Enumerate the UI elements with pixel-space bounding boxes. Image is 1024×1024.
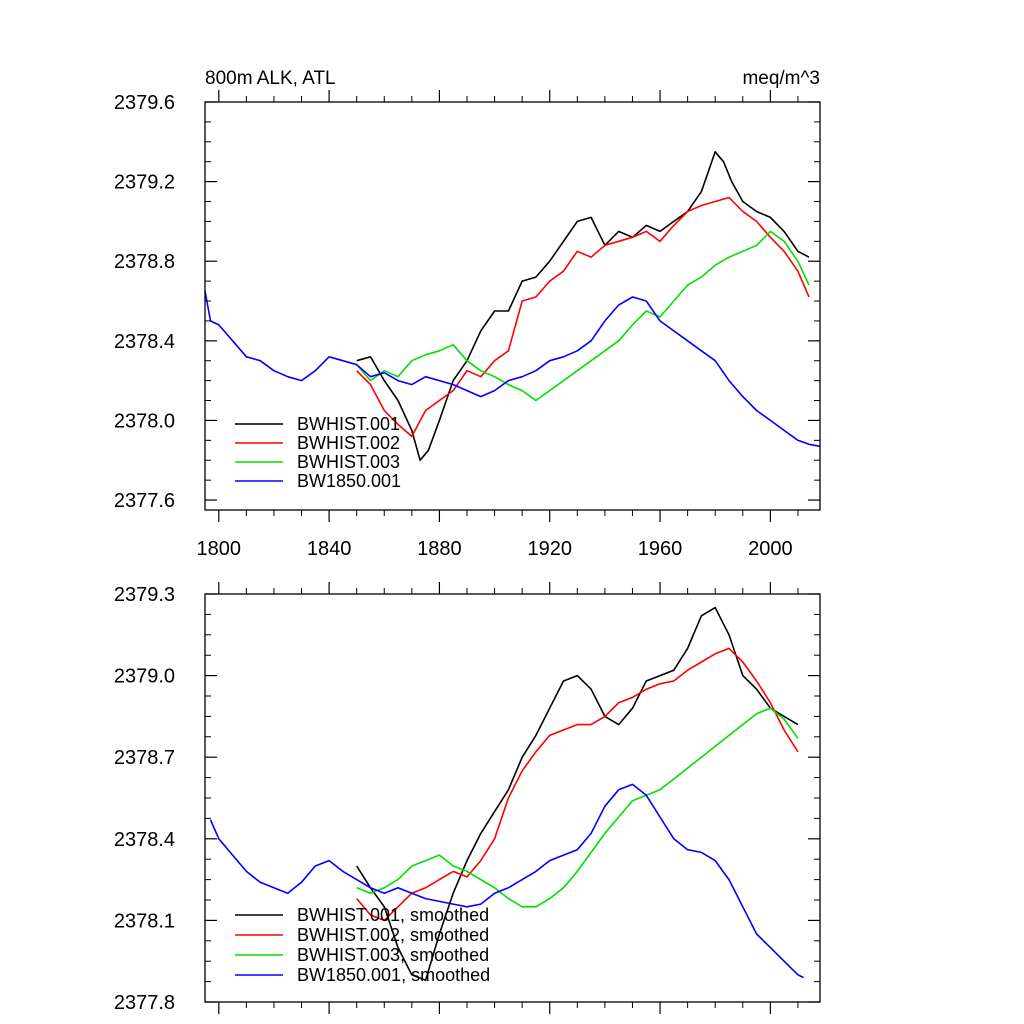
top-ytick-label: 2378.0	[114, 410, 175, 432]
top-ytick-label: 2377.6	[114, 490, 175, 512]
top-chart-panel: 800m ALK, ATL meq/m^3 BWHIST.001BWHIST.0…	[114, 68, 821, 560]
top-chart-x-ticks: 1800 1840 1880 1920 1960 2000	[197, 90, 799, 560]
top-xtick-label: 2000	[748, 538, 793, 560]
top-ytick-label: 2378.4	[114, 331, 175, 353]
bottom-series-3-line	[209, 783, 804, 979]
bottom-ytick-label: 2377.8	[114, 992, 175, 1014]
bottom-chart-x-ticks	[218, 582, 799, 1014]
top-chart-series	[204, 151, 821, 462]
top-chart-frame	[204, 101, 821, 511]
top-series-2-line	[356, 230, 810, 402]
bottom-ytick-label: 2378.1	[114, 910, 175, 932]
bottom-ytick-label: 2379.0	[114, 666, 175, 688]
top-xtick-label: 1800	[197, 538, 242, 560]
bottom-ytick-label: 2379.3	[114, 584, 175, 606]
top-xtick-label: 1840	[307, 538, 352, 560]
top-series-0-line	[356, 151, 810, 462]
top-xtick-label: 1960	[638, 538, 683, 560]
bottom-series-2-line	[356, 707, 799, 908]
bottom-ytick-label: 2378.7	[114, 747, 175, 769]
top-chart-title-left: 800m ALK, ATL	[205, 68, 336, 89]
bottom-chart-y-ticks: 2377.8 2378.1 2378.4 2378.7 2379.0 2379.3	[114, 584, 820, 1014]
top-legend-label-1: BWHIST.002	[297, 433, 400, 453]
bottom-legend-label-1: BWHIST.002, smoothed	[297, 925, 489, 945]
top-ytick-label: 2379.2	[114, 172, 175, 194]
bottom-ytick-label: 2378.4	[114, 829, 175, 851]
top-xtick-label: 1880	[417, 538, 462, 560]
top-series-1-line	[356, 196, 810, 438]
top-ytick-label: 2378.8	[114, 251, 175, 273]
top-xtick-label: 1920	[527, 538, 572, 560]
top-ytick-label: 2379.6	[114, 92, 175, 114]
top-chart-y-ticks: 2377.6 2378.0 2378.4 2378.8 2379.2 2379.6	[114, 92, 820, 512]
bottom-series-1-line	[356, 647, 799, 922]
top-chart-title-right: meq/m^3	[742, 68, 820, 89]
bottom-legend-label-3: BW1850.001, smoothed	[297, 965, 490, 985]
top-series-3-line	[204, 290, 821, 448]
bottom-legend-label-2: BWHIST.003, smoothed	[297, 945, 489, 965]
bottom-chart-series	[209, 606, 804, 982]
top-legend-label-0: BWHIST.001	[297, 414, 400, 434]
top-legend-label-3: BW1850.001	[297, 471, 401, 491]
top-legend-label-2: BWHIST.003	[297, 452, 400, 472]
bottom-series-0-line	[356, 606, 799, 982]
bottom-legend-label-0: BWHIST.001, smoothed	[297, 905, 489, 925]
